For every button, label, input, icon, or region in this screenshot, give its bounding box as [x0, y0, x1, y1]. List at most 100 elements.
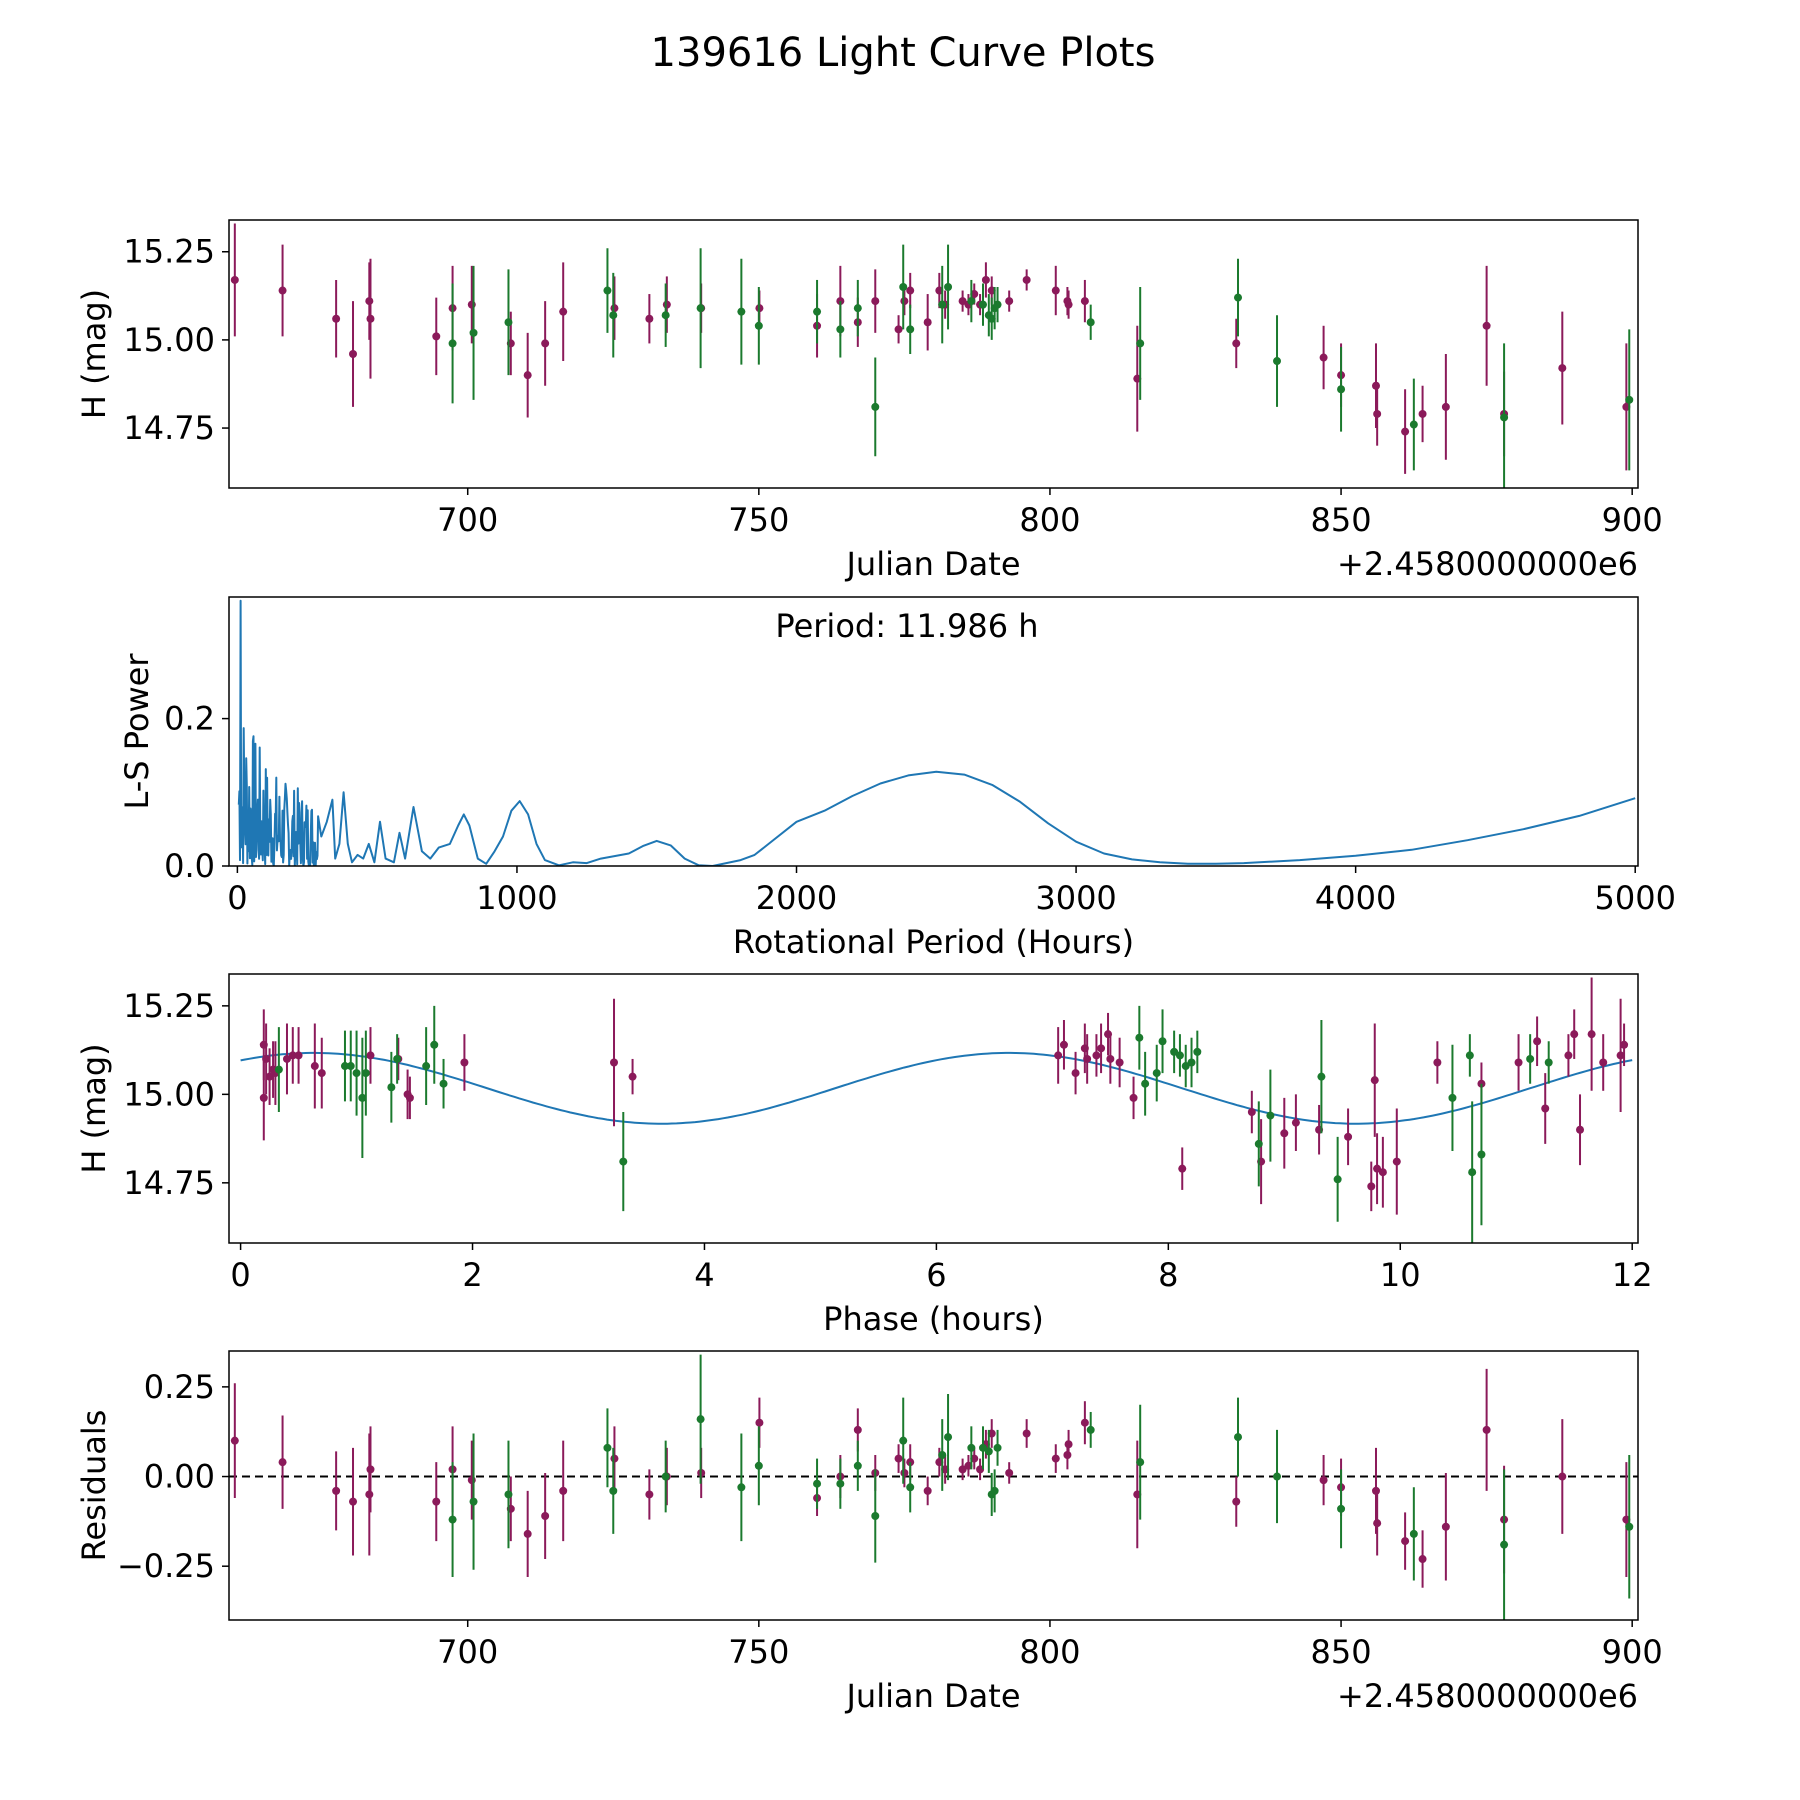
data-point	[696, 304, 705, 313]
data-point	[317, 1069, 326, 1078]
data-point	[1080, 1418, 1089, 1427]
data-point	[993, 300, 1002, 309]
data-point	[938, 1451, 947, 1460]
data-point	[1247, 1108, 1256, 1117]
data-point	[938, 300, 947, 309]
data-point	[900, 1468, 909, 1477]
data-point	[1500, 413, 1509, 422]
data-point	[469, 1497, 478, 1506]
data-point	[366, 1465, 375, 1474]
data-point	[1378, 1168, 1387, 1177]
data-point	[853, 1461, 862, 1470]
x-axis-offset-label: +2.4580000000e6	[1337, 545, 1638, 583]
data-point	[346, 1062, 355, 1071]
axes-frame	[228, 596, 1639, 867]
data-point	[1141, 1079, 1150, 1088]
x-tick-label: 4	[694, 1256, 714, 1294]
y-tick-label: 15.00	[123, 1075, 215, 1113]
y-axis-label: Residuals	[75, 1410, 113, 1562]
data-point	[1193, 1047, 1202, 1056]
data-point	[1625, 1522, 1634, 1531]
data-point	[1319, 1476, 1328, 1485]
data-point	[871, 1511, 880, 1520]
data-point	[467, 300, 476, 309]
data-point	[737, 307, 746, 316]
data-point	[1367, 1182, 1376, 1191]
data-point	[349, 1497, 358, 1506]
y-tick-label: 14.75	[123, 409, 215, 447]
data-point	[645, 1490, 654, 1499]
data-point	[1373, 1164, 1382, 1173]
data-point	[1054, 1051, 1063, 1060]
data-point	[1616, 1051, 1625, 1060]
plot-data	[229, 1354, 1638, 1620]
fit-model-curve	[240, 1051, 1633, 1125]
data-point	[1280, 1129, 1289, 1138]
data-point	[978, 1443, 987, 1452]
data-point	[1158, 1037, 1167, 1046]
y-axis-label: L-S Power	[118, 653, 156, 810]
data-point	[1409, 420, 1418, 429]
x-tick-label: 900	[1602, 1633, 1663, 1671]
x-tick-label: 750	[728, 1633, 789, 1671]
x-axis-label: Rotational Period (Hours)	[733, 923, 1134, 961]
data-point	[1441, 402, 1450, 411]
data-point	[523, 371, 532, 380]
data-point	[1175, 1051, 1184, 1060]
data-point	[944, 283, 953, 291]
data-point	[1152, 1069, 1161, 1078]
data-point	[1544, 1058, 1553, 1067]
data-point	[504, 1490, 513, 1499]
data-point	[1392, 1157, 1401, 1166]
y-tick-label: 0.0	[164, 847, 215, 885]
x-axis-label: Julian Date	[844, 1677, 1020, 1715]
data-point	[1468, 1168, 1477, 1177]
data-point	[1564, 1051, 1573, 1060]
data-point	[871, 402, 880, 411]
x-tick-label: 800	[1019, 501, 1080, 539]
data-point	[439, 1079, 448, 1088]
data-point	[1059, 1040, 1068, 1049]
data-point	[278, 1458, 287, 1467]
y-tick-label: 0.2	[164, 700, 215, 738]
plot-data	[237, 599, 1636, 866]
data-point	[754, 321, 763, 330]
x-tick-label: 6	[926, 1256, 946, 1294]
data-point	[737, 1483, 746, 1492]
data-point	[981, 275, 990, 284]
data-point	[1482, 1425, 1491, 1434]
data-point	[906, 325, 915, 334]
y-tick-label: −0.25	[117, 1547, 215, 1585]
data-point	[1234, 293, 1243, 302]
y-axis-label: H (mag)	[75, 289, 113, 419]
data-point	[365, 1490, 374, 1499]
data-point	[1234, 1433, 1243, 1442]
data-point	[1080, 297, 1089, 306]
data-point	[393, 1054, 402, 1063]
data-point	[993, 1443, 1002, 1452]
x-tick-label: 12	[1612, 1256, 1653, 1294]
data-point	[1273, 1472, 1282, 1481]
y-tick-label: 15.00	[123, 321, 215, 359]
y-tick-label: 15.25	[123, 233, 215, 271]
phased-lightcurve-panel: 0 2 4 6 8 10 12 14.75 15.00 15.25 Phase (hours) H (…	[75, 973, 1653, 1338]
data-point	[1333, 1175, 1342, 1184]
data-point	[1558, 1472, 1567, 1481]
data-point	[1086, 1425, 1095, 1434]
data-point	[1570, 1030, 1579, 1039]
x-tick-label: 700	[437, 501, 498, 539]
data-point	[1187, 1058, 1196, 1067]
data-point	[1337, 385, 1346, 394]
data-point	[352, 1069, 361, 1078]
data-point	[871, 297, 880, 306]
data-point	[984, 1447, 993, 1456]
x-tick-label: 2	[462, 1256, 482, 1294]
data-point	[1064, 300, 1073, 309]
data-point	[430, 1040, 439, 1049]
data-point	[1373, 1519, 1382, 1528]
data-point	[609, 311, 618, 320]
data-point	[1533, 1037, 1542, 1046]
data-point	[1514, 1058, 1523, 1067]
data-point	[1005, 297, 1014, 306]
